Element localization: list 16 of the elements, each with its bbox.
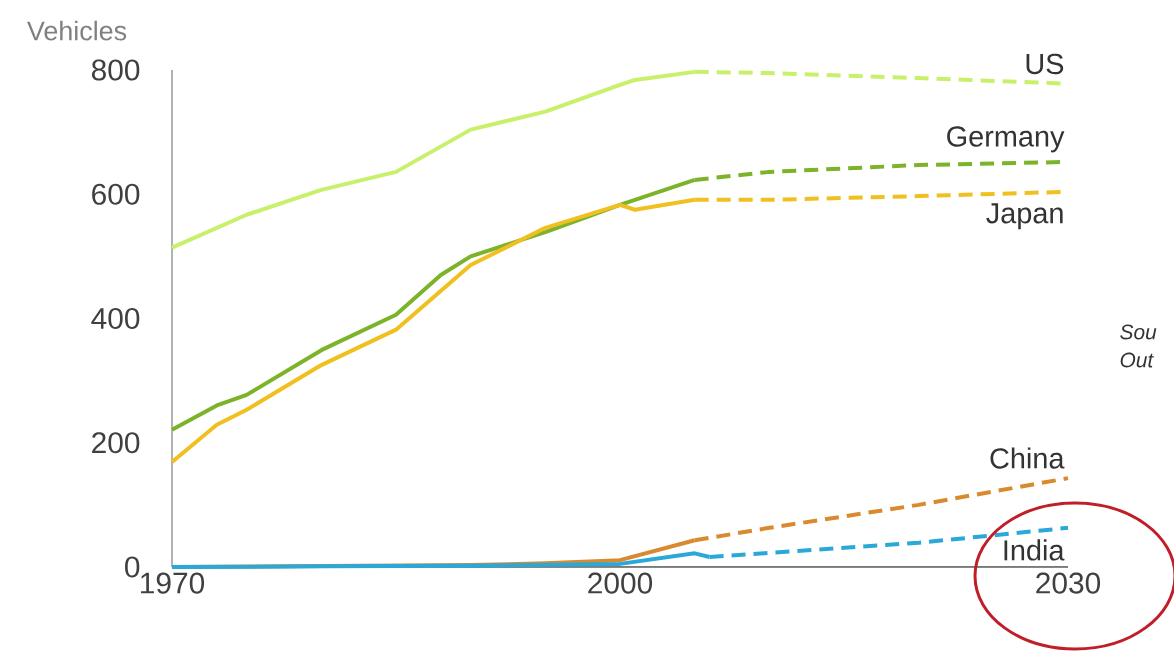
y-tick-label: 800	[91, 59, 140, 81]
series-label: India	[1004, 539, 1065, 561]
text: Sou	[1120, 324, 1157, 340]
x-tick-label: 2000	[588, 572, 653, 594]
y-tick-label: 400	[91, 307, 140, 330]
series-label: US	[1026, 53, 1064, 75]
y-tick-label: 200	[92, 432, 140, 454]
series-label: China	[990, 447, 1065, 469]
y-tick-label: 600	[92, 183, 140, 205]
series-label: Japan	[986, 203, 1063, 230]
text: Out	[1120, 352, 1154, 368]
y-axis-title: Vehicles	[27, 20, 127, 41]
series-label: Germany	[947, 126, 1065, 153]
x-tick-label: 2030	[1036, 572, 1101, 594]
x-tick-label: 1970	[141, 572, 205, 594]
y-tick-label: 0	[125, 556, 140, 578]
